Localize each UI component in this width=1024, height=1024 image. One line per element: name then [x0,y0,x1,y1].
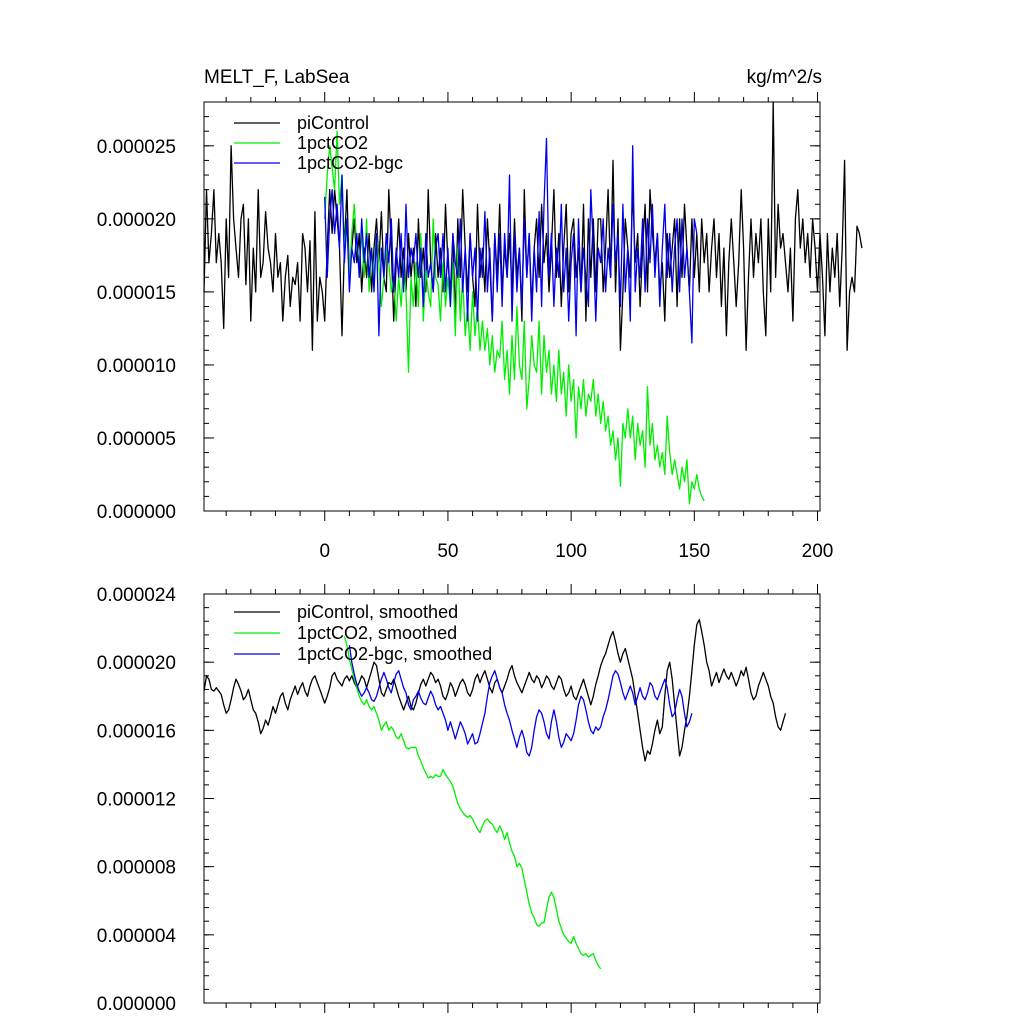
bottom-y-tick-label: 0.000008 [97,858,176,879]
bottom-y-tick-label: 0.000024 [97,585,177,606]
bottom-chart-panel: 0.000000 0.000004 0.000008 0.000012 0.000016… [97,584,821,1015]
top-chart-units: kg/m^2/s [747,67,822,88]
top-x-tick-label: 200 [802,541,834,562]
bottom-y-tick-label: 0.000012 [97,790,176,811]
top-y-tick-label: 0.000025 [97,137,176,158]
top-series-line-1pctco2-bgc [324,137,698,344]
top-x-tick-label: 100 [555,541,587,562]
top-y-tick-label: 0.000005 [97,429,176,450]
bottom-y-tick-label: 0.000016 [97,721,176,742]
top-y-tick-label: 0.000000 [97,502,176,523]
top-legend-label: 1pctCO2-bgc [297,153,403,173]
top-x-tick-label: 50 [437,541,458,562]
bottom-series-line-1pctco2-smoothed [343,636,602,970]
top-legend-label: 1pctCO2 [297,133,368,153]
top-series-line-1pctco2 [324,130,705,505]
bottom-series-line-1pctco2-bgc-smoothed [348,645,693,757]
top-y-tick-label: 0.000015 [97,283,176,304]
bottom-y-tick-label: 0.000020 [97,653,176,674]
top-x-tick-label: 150 [678,541,710,562]
top-legend-label: piControl [297,113,369,133]
bottom-series-line-picontrol-smoothed [203,618,787,762]
bottom-y-tick-label: 0.000000 [97,994,176,1015]
top-x-tick-label: 0 [319,541,330,562]
top-y-tick-label: 0.000020 [97,210,176,231]
bottom-legend-label: 1pctCO2-bgc, smoothed [297,644,492,664]
bottom-legend-label: piControl, smoothed [297,602,458,622]
top-chart-panel: 0.000000 0.000005 0.000010 0.000015 0.000020… [97,92,863,562]
bottom-legend-label: 1pctCO2, smoothed [297,623,457,643]
top-chart-title: MELT_F, LabSea [204,67,350,88]
top-y-tick-label: 0.000010 [97,356,176,377]
bottom-y-tick-label: 0.000004 [97,926,177,947]
